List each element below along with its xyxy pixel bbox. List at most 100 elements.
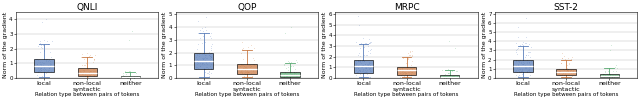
Point (555, 74, 565, 76)
Point (236, 69, 246, 71)
Point (239, 73, 250, 74)
Point (245, 66, 255, 68)
Point (450, 47, 460, 49)
Point (81, 62, 92, 64)
Point (351, 63, 362, 65)
Point (281, 67, 291, 69)
Point (41, 69, 51, 71)
Point (522, 70, 532, 72)
Point (358, 37, 368, 39)
Point (520, 66, 531, 67)
Point (365, 70, 375, 71)
Point (206, 53, 216, 54)
Title: QNLI: QNLI (77, 3, 98, 12)
Point (396, 69, 406, 70)
Point (279, 76, 289, 77)
Point (597, 74, 607, 75)
Point (237, 48, 247, 50)
Point (290, 72, 300, 74)
Point (284, 74, 294, 76)
Point (35, 51, 45, 52)
Point (89, 68, 99, 70)
Point (292, 61, 302, 63)
Point (45, 51, 56, 52)
Point (404, 54, 415, 56)
Point (279, 76, 289, 78)
Point (561, 70, 571, 72)
Point (565, 70, 575, 72)
Point (78, 74, 88, 75)
Point (444, 74, 454, 76)
Point (567, 56, 577, 58)
Point (127, 30, 137, 32)
Point (525, 74, 535, 76)
Point (568, 71, 579, 72)
Point (607, 76, 617, 78)
X-axis label: Relation type between pairs of tokens: Relation type between pairs of tokens (355, 92, 459, 97)
Point (125, 74, 135, 75)
Point (600, 74, 610, 75)
Point (287, 74, 297, 76)
Point (355, 73, 365, 75)
Point (41, 72, 51, 73)
Point (518, 62, 529, 64)
Point (43, 70, 53, 72)
Point (238, 64, 248, 66)
Point (281, 75, 291, 77)
Point (516, 70, 526, 72)
Point (365, 76, 375, 78)
Point (291, 71, 301, 73)
Point (124, 70, 134, 72)
Point (395, 68, 405, 69)
Point (442, 68, 452, 69)
Point (118, 76, 128, 77)
Point (206, 58, 216, 59)
Point (557, 57, 567, 59)
Point (607, 76, 617, 78)
Point (561, 68, 572, 70)
Point (84, 70, 95, 72)
Point (362, 42, 372, 44)
Point (192, 53, 202, 54)
Point (563, 70, 573, 72)
Point (351, 60, 361, 62)
Point (511, 70, 522, 72)
Point (361, 66, 371, 68)
Point (205, 35, 216, 36)
Point (398, 57, 408, 59)
Point (39, 49, 49, 51)
Point (563, 69, 573, 70)
Point (358, 64, 368, 66)
Point (607, 74, 617, 76)
Point (568, 70, 578, 72)
Point (83, 57, 93, 58)
Point (365, 65, 376, 66)
Point (597, 74, 607, 76)
Y-axis label: Norm of the gradient: Norm of the gradient (322, 12, 327, 78)
Point (522, 59, 532, 61)
Point (559, 55, 569, 57)
Point (605, 74, 615, 76)
Point (127, 76, 138, 78)
Point (193, 62, 203, 63)
Point (514, 66, 524, 68)
Point (364, 42, 374, 44)
Point (525, 60, 536, 61)
Point (196, 53, 207, 55)
Point (35, 70, 45, 71)
Point (358, 60, 369, 62)
Point (564, 69, 575, 70)
Point (354, 60, 364, 62)
Point (202, 57, 212, 58)
Point (449, 76, 460, 78)
Point (195, 65, 205, 67)
Point (514, 60, 524, 62)
Point (602, 76, 612, 77)
Point (556, 62, 566, 64)
Point (193, 54, 204, 55)
Point (132, 76, 143, 78)
Point (191, 49, 202, 50)
Point (607, 76, 618, 78)
Point (33, 67, 43, 69)
Point (246, 70, 256, 71)
